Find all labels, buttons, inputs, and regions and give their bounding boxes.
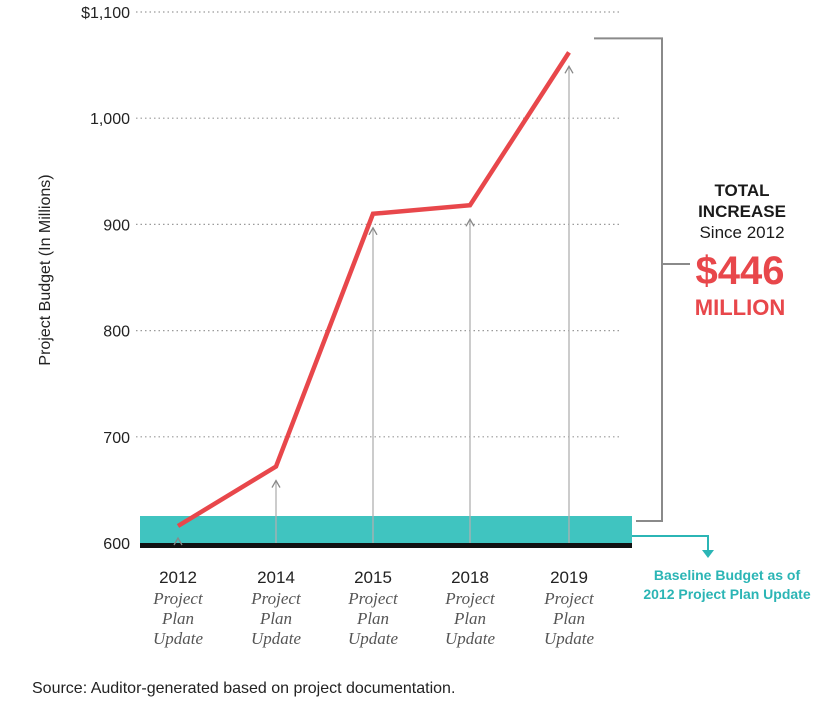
y-tick-label: 600 [103, 536, 130, 553]
annotation-total: TOTAL [714, 181, 769, 200]
x-category-year: 2018 [451, 568, 489, 587]
increase-bracket [594, 37, 690, 523]
value-arrowhead [271, 479, 281, 488]
annotation-amount: $446 [696, 249, 785, 293]
x-category-sub: Project [444, 589, 496, 608]
y-tick-label: 900 [103, 217, 130, 234]
y-tick-label: $1,100 [81, 5, 130, 22]
baseline-band [140, 516, 632, 548]
x-category-sub: Project [347, 589, 399, 608]
y-tick-labels: 600 700 800 900 1,000 $1,100 [81, 5, 130, 553]
x-category-sub: Update [544, 629, 595, 648]
x-category-sub: Plan [161, 609, 194, 628]
x-category-sub: Update [251, 629, 302, 648]
y-tick-label: 800 [103, 324, 130, 341]
x-category-sub: Project [250, 589, 302, 608]
value-arrowhead [564, 65, 574, 74]
x-category-year: 2015 [354, 568, 392, 587]
x-category-year: 2014 [257, 568, 295, 587]
value-arrowhead [368, 226, 378, 236]
baseline-callout: Baseline Budget as of 2012 Project Plan … [632, 535, 811, 602]
x-category-sub: Update [153, 629, 204, 648]
annotation-since: Since 2012 [699, 223, 784, 242]
annotation-increase: INCREASE [698, 202, 786, 221]
x-category-sub: Plan [356, 609, 389, 628]
y-axis-label: Project Budget (In Millions) [37, 174, 54, 365]
increase-annotation: TOTAL INCREASE Since 2012 $446 MILLION [695, 181, 786, 320]
bracket-line [594, 37, 663, 523]
x-category-sub: Project [543, 589, 595, 608]
value-arrowhead [465, 217, 475, 227]
baseline-callout-arrow [632, 535, 709, 552]
y-tick-label: 700 [103, 430, 130, 447]
annotation-unit: MILLION [695, 295, 785, 320]
x-axis-line [140, 543, 632, 548]
x-category-year: 2012 [159, 568, 197, 587]
value-arrowhead [173, 536, 183, 546]
baseline-label-line2: 2012 Project Plan Update [643, 586, 811, 602]
x-category-sub: Project [152, 589, 204, 608]
baseline-band-fill [140, 516, 632, 543]
x-category-sub: Update [445, 629, 496, 648]
x-category-labels: 2012ProjectPlanUpdate2014ProjectPlanUpda… [152, 568, 595, 648]
source-note: Source: Auditor-generated based on proje… [32, 680, 456, 697]
gridlines [136, 11, 622, 438]
x-category-year: 2019 [550, 568, 588, 587]
budget-series [176, 51, 571, 528]
x-category-sub: Update [348, 629, 399, 648]
value-arrows [173, 65, 574, 546]
baseline-label-line1: Baseline Budget as of [654, 567, 801, 583]
x-category-sub: Plan [453, 609, 486, 628]
y-tick-label: 1,000 [90, 111, 130, 128]
baseline-callout-arrowhead [702, 550, 714, 558]
x-category-sub: Plan [259, 609, 292, 628]
x-category-sub: Plan [552, 609, 585, 628]
